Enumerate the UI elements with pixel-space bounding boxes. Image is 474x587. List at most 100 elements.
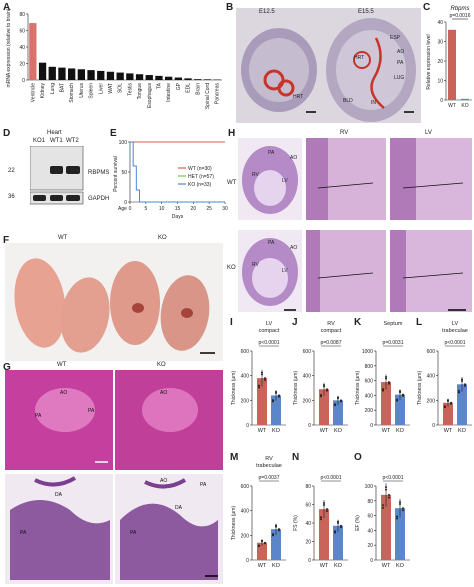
g-label-pa4: PA [200, 482, 207, 488]
a-bar [155, 75, 163, 80]
bar-ytick-label: 80 [367, 499, 373, 505]
panel-label-o: O [354, 452, 362, 463]
e-ylabel: Percent survival [113, 156, 119, 192]
bar-point [326, 508, 328, 511]
a-ylabel: mRNA expression (relative to brain) [6, 8, 12, 87]
bar-ytick-label: 200 [427, 398, 436, 404]
e-ytick-label: 0 [124, 200, 127, 206]
bar-point [458, 391, 460, 394]
bar-point [382, 504, 384, 507]
b-label-ao: AO [397, 49, 405, 55]
bar-title-1: RV [265, 456, 273, 462]
a-xtick-label: Esophagus [147, 83, 153, 109]
h-label-ao2: AO [290, 245, 298, 251]
a-bar [184, 78, 192, 80]
panel-label-e: E [110, 128, 117, 139]
d-lane-ko1: KO1 [33, 138, 46, 144]
bar-pval: p<0.0001 [445, 340, 466, 346]
g-label-pa3: PA [20, 530, 27, 536]
g-label-da2: DA [175, 505, 182, 511]
e-line-ko [130, 141, 225, 203]
a-bar [203, 79, 212, 80]
panel-c-chart: 0 10 20 30 40 Relative expression level Rbpmsp… [426, 6, 472, 109]
a-xtick-label: TA [156, 82, 162, 89]
bar-point [272, 533, 274, 536]
bar-pval: p=0.0087 [321, 340, 342, 346]
panel-e-chart: 0 50 100 0 5 10 15 20 25 30 Percent survival Days Ag… [113, 140, 228, 220]
bar-ytick-label: 800 [365, 364, 374, 370]
bar-ytick-label: 80 [305, 484, 311, 490]
bar-point [444, 405, 446, 408]
bar-xtick-label: KO [272, 428, 281, 434]
bar-point [320, 518, 322, 521]
h-label-lv: LV [282, 178, 288, 184]
h-label-rv: RV [252, 172, 259, 178]
c-pval: p=0.0016 [450, 13, 471, 19]
panel-label-g: G [3, 362, 11, 373]
bar-title-1: Septum [384, 321, 403, 327]
bar-wt [257, 542, 267, 560]
bar-point [326, 389, 328, 392]
a-bar [97, 70, 105, 80]
bar-point [340, 399, 342, 402]
a-xtick-label: Pancreas [215, 83, 221, 105]
h-wt-label: WT [227, 180, 237, 186]
bar-point [464, 383, 466, 386]
a-bar [135, 74, 144, 80]
panel-label-j: J [292, 317, 298, 328]
bar-point [402, 509, 404, 512]
d-band-gapdh: GAPDH [88, 196, 110, 202]
b-label-pa: PA [397, 60, 404, 66]
bar-point [278, 394, 280, 397]
bar-point [388, 382, 390, 385]
bar-ytick-label: 600 [241, 349, 250, 355]
panel-label-n: N [292, 452, 300, 463]
bar-ko [271, 395, 281, 425]
g-ko-label: KO [157, 362, 166, 368]
panel-k-chart: Septum p=0.0031 0 200 400 600 800 1000 Thickness… [355, 321, 410, 434]
a-xtick-label: Intestine [166, 83, 172, 102]
bar-ylabel: EF (%) [355, 515, 361, 531]
e-xtick-label: 25 [206, 206, 212, 212]
bar-ylabel: Thickness (μm) [231, 371, 237, 406]
bar-point [334, 403, 336, 406]
a-xtick-label: EDL [186, 83, 192, 93]
bar-point [272, 399, 274, 402]
e-xtick-label: 5 [144, 206, 147, 212]
a-bar [145, 75, 153, 80]
panel-n-chart: p<0.0001 0 20 40 60 80 FS (%) WT KO [293, 475, 348, 569]
a-xtick-label: Liver [98, 83, 104, 94]
a-ytick-label: 60 [19, 29, 25, 35]
bar-wt [257, 378, 267, 425]
bar-ytick-label: 40 [305, 521, 311, 527]
c-xtick-label: KO [461, 103, 468, 109]
bar-xtick-label: WT [258, 563, 267, 569]
f-wt-label: WT [58, 235, 68, 241]
g-label-ao2: AO [160, 390, 168, 396]
bar-title-1: RV [327, 321, 335, 327]
panel-a-chart: 0 20 40 60 80 mRNA expression (relative to br… [6, 8, 222, 109]
a-xtick-label: WAT [108, 83, 114, 94]
c-ytick-label: 30 [437, 40, 443, 46]
b-e155-label: E15.5 [358, 9, 374, 15]
bar-xtick-label: KO [272, 563, 281, 569]
bar-point [320, 516, 322, 519]
panel-label-k: K [354, 317, 362, 328]
bar-ytick-label: 0 [370, 558, 373, 564]
c-bar [461, 98, 469, 100]
b-label-esp: ESP [390, 35, 401, 41]
d-mw-22: 22 [8, 168, 15, 174]
g-label-pa2: PA [88, 408, 95, 414]
bar-ytick-label: 200 [365, 408, 374, 414]
h-label-ao: AO [290, 155, 298, 161]
b-label-hrt: HRT [293, 94, 304, 100]
a-bar [29, 23, 37, 80]
d-blot [30, 146, 84, 205]
panel-label-l: L [416, 317, 423, 328]
a-bar [38, 62, 47, 80]
e-age-label: Age [118, 206, 127, 212]
bar-point [258, 384, 260, 387]
bar-pval: p=0.0037 [259, 475, 280, 481]
